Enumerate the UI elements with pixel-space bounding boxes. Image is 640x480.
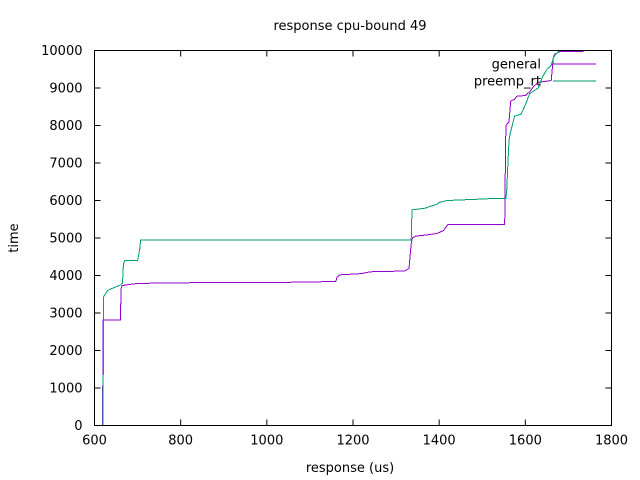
series-layer — [101, 50, 590, 426]
y-tick-label: 1000 — [49, 382, 82, 397]
plot-frame — [94, 50, 612, 426]
x-tick-label: 1600 — [509, 434, 542, 449]
y-axis-label: time — [7, 223, 22, 252]
y-tick-label: 3000 — [49, 307, 82, 322]
y-tick-label: 10000 — [41, 44, 82, 59]
x-tick-label: 600 — [82, 434, 107, 449]
x-tick-label: 1000 — [250, 434, 283, 449]
x-axis-label: response (us) — [306, 461, 394, 476]
x-tick-label: 1400 — [423, 434, 456, 449]
legend-label: preemp_rt — [474, 75, 541, 90]
series-line-general — [101, 50, 584, 426]
legend-label: general — [492, 58, 541, 73]
x-tick-label: 1800 — [595, 434, 628, 449]
y-tick-label: 7000 — [49, 157, 82, 172]
y-tick-label: 5000 — [49, 232, 82, 247]
y-tick-label: 6000 — [49, 194, 82, 209]
y-tick-label: 0 — [74, 419, 82, 434]
series-line-preemp-rt — [102, 50, 590, 426]
chart-title: response cpu-bound 49 — [273, 19, 426, 34]
y-tick-label: 8000 — [49, 119, 82, 134]
legend: general preemp_rt — [474, 58, 596, 90]
ticks-layer: 600 800 1000 1200 1400 1600 1800 0 1000 2000 3000 4… — [41, 44, 628, 449]
x-tick-label: 1200 — [336, 434, 369, 449]
y-tick-label: 4000 — [49, 269, 82, 284]
x-tick-label: 800 — [168, 434, 193, 449]
y-tick-label: 2000 — [49, 344, 82, 359]
y-tick-label: 9000 — [49, 82, 82, 97]
